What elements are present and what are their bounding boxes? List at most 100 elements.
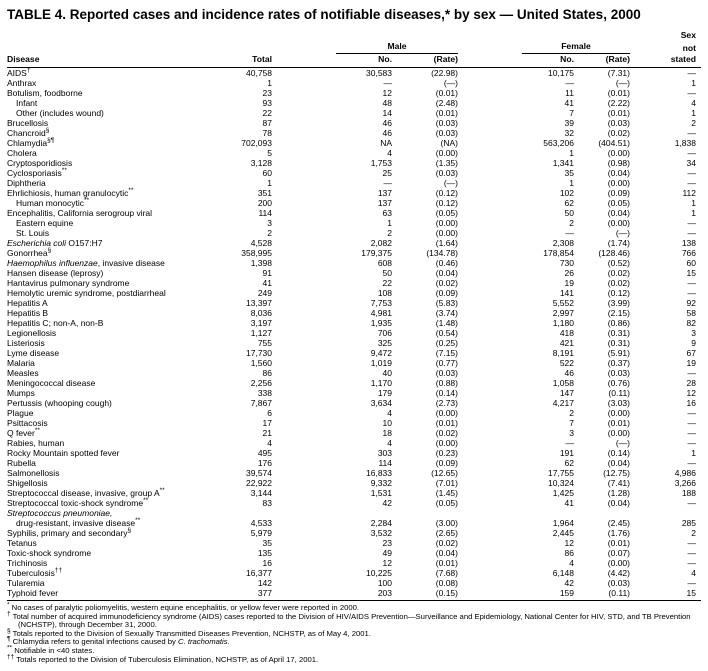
sex-not-stated: — [687, 218, 697, 228]
female-no: 7 [569, 108, 574, 118]
male-rate: (134.78) [426, 248, 458, 258]
header-stated-word: stated [630, 54, 701, 68]
male-no: 7,753 [370, 298, 392, 308]
male-no: — [383, 178, 393, 188]
disease-name: Lyme disease [7, 348, 60, 358]
male-no: 2,082 [370, 238, 392, 248]
male-rate: (0.14) [435, 388, 458, 398]
footnotes-block: * No cases of paralytic poliomyelitis, w… [7, 602, 701, 664]
male-no: 608 [377, 258, 392, 268]
female-no: 62 [564, 198, 574, 208]
female-no: 1,058 [552, 378, 574, 388]
male-rate: (0.05) [435, 498, 458, 508]
sex-not-stated [630, 508, 701, 518]
total-cases: 17 [262, 418, 272, 428]
table-row: Rubella 176 114 (0.09) 62 (0.04) — [7, 458, 701, 468]
male-rate: (0.04) [435, 548, 458, 558]
male-rate: (1.45) [435, 488, 458, 498]
female-no: 42 [564, 578, 574, 588]
header-row-columns: Disease Total No. (Rate) No. (Rate) stat… [7, 54, 701, 68]
footnote: †† Totals reported to the Division of Tu… [7, 653, 319, 664]
female-rate: (1.74) [607, 238, 630, 248]
total-cases: 142 [257, 578, 272, 588]
female-rate: (0.05) [607, 198, 630, 208]
female-rate: (1.28) [607, 488, 630, 498]
sex-not-stated: — [687, 438, 697, 448]
sex-not-stated: — [687, 128, 697, 138]
sex-not-stated: — [687, 148, 697, 158]
table-row: Hepatitis C; non-A, non-B 3,197 1,935 (1.48… [7, 318, 701, 328]
male-rate: (0.12) [435, 198, 458, 208]
female-no: 191 [559, 448, 574, 458]
sex-not-stated: — [687, 428, 697, 438]
total-cases: 338 [257, 388, 272, 398]
female-no: 147 [559, 388, 574, 398]
male-rate: (0.46) [435, 258, 458, 268]
disease-name: Brucellosis [7, 118, 49, 128]
sex-not-stated: — [687, 288, 697, 298]
male-no: 9,472 [370, 348, 392, 358]
female-rate: (0.02) [607, 268, 630, 278]
female-no: 8,191 [552, 348, 574, 358]
disease-name: Cholera [7, 148, 37, 158]
sex-not-stated: 1 [691, 448, 696, 458]
female-rate: (0.01) [607, 418, 630, 428]
table-row: Plague 6 4 (0.00) 2 (0.00) — [7, 408, 701, 418]
sex-not-stated: 16 [686, 398, 696, 408]
table-row: AIDS† 40,758 30,583 (22.98) 10,175 (7.31) — [7, 67, 701, 79]
sex-not-stated: — [687, 68, 697, 78]
total-cases: 21 [262, 428, 272, 438]
female-no: 62 [564, 458, 574, 468]
table-row: Ehrlichiosis, human granulocytic** 351 137… [7, 187, 701, 198]
male-no: 4 [387, 408, 392, 418]
total-cases: 17,730 [246, 348, 272, 358]
female-rate: (128.46) [598, 248, 630, 258]
total-cases: 78 [262, 128, 272, 138]
footnote: ** Notifiable in <40 states. [7, 644, 95, 655]
female-no: 418 [559, 328, 574, 338]
sex-not-stated: — [687, 498, 697, 508]
female-rate: (3.03) [607, 398, 630, 408]
table-row: Typhoid fever 377 203 (0.15) 159 (0.11) 15 [7, 588, 701, 601]
table-row: Hemolytic uremic syndrome, postdiarrheal… [7, 288, 701, 298]
table-row: Cyclosporiasis** 60 25 (0.03) 35 (0.04) — [7, 167, 701, 178]
sex-not-stated: 67 [686, 348, 696, 358]
sex-not-stated: 3,266 [674, 478, 696, 488]
female-no: 159 [458, 588, 574, 601]
total-cases: 1 [267, 78, 272, 88]
table-row: Infant 93 48 (2.48) 41 (2.22) 4 [7, 98, 701, 108]
disease-name: Anthrax [7, 78, 37, 88]
female-rate: (0.04) [607, 168, 630, 178]
total-cases: 4 [267, 438, 272, 448]
header-total: Total [222, 54, 272, 68]
table-row: Hepatitis A 13,397 7,753 (5.83) 5,552 (3.99) 9… [7, 298, 701, 308]
male-no: 10,225 [366, 568, 392, 578]
female-no: 141 [559, 288, 574, 298]
header-not-word: not [682, 43, 696, 53]
female-rate: (0.31) [607, 328, 630, 338]
total-cases: 1,398 [250, 258, 272, 268]
female-no: 35 [564, 168, 574, 178]
sex-not-stated: 188 [681, 488, 696, 498]
table-body: AIDS† 40,758 30,583 (22.98) 10,175 (7.31) — Ant… [7, 67, 701, 601]
table-row: Cholera 5 4 (0.00) 1 (0.00) — [7, 148, 701, 158]
disease-name: Tetanus [7, 538, 37, 548]
header-male-rate: (Rate) [392, 54, 458, 68]
sex-not-stated: 4,986 [674, 468, 696, 478]
female-no: 1 [569, 178, 574, 188]
male-rate: (0.77) [435, 358, 458, 368]
sex-not-stated: — [687, 168, 697, 178]
male-no: 2 [387, 228, 392, 238]
male-no: 1,753 [370, 158, 392, 168]
male-rate: (0.23) [435, 448, 458, 458]
male-rate: (2.73) [435, 398, 458, 408]
male-rate: (0.03) [435, 168, 458, 178]
female-no: 11 [565, 88, 574, 98]
disease-name: Shigellosis [7, 478, 48, 488]
header-row-groups: Male Female not [7, 41, 701, 54]
disease-name: Listeriosis [7, 338, 45, 348]
male-rate: (0.12) [435, 188, 458, 198]
female-rate: (0.00) [607, 408, 630, 418]
table-row: Gonorrhea§ 358,995 179,375 (134.78) 178,854 (… [7, 247, 701, 258]
male-no: 63 [382, 208, 392, 218]
